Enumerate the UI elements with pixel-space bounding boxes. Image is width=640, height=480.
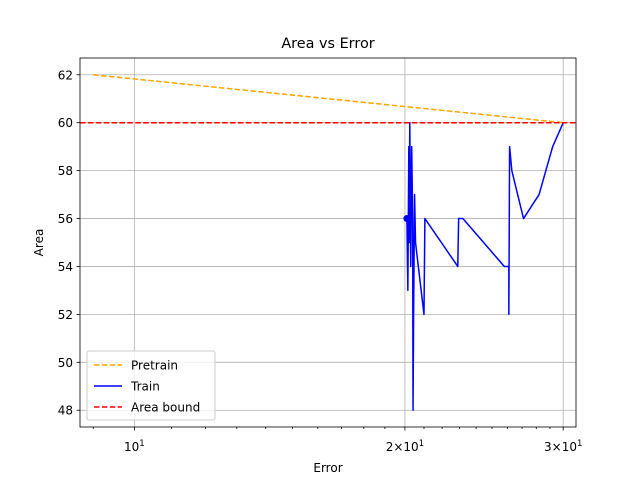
y-tick-label: 60	[58, 116, 73, 130]
x-tick-label: 3×101	[544, 439, 582, 454]
chart-title: Area vs Error	[281, 36, 374, 52]
tick-layer: 48 50 52 54 56 58 60 62 101 2×101 3×101	[58, 68, 583, 454]
series-line-train	[406, 121, 564, 411]
y-tick-label: 54	[58, 260, 73, 274]
series-marker-train	[403, 215, 411, 223]
legend-frame	[86, 350, 216, 421]
series-line-pretrain	[93, 74, 564, 124]
x-tick-label: 101	[124, 439, 145, 454]
y-axis-label: Area	[32, 229, 46, 257]
x-axis-label: Error	[313, 461, 342, 475]
legend: Pretrain Train Area bound	[86, 350, 216, 421]
series-layer	[80, 74, 576, 411]
x-tick-label: 2×101	[386, 439, 424, 454]
y-tick-label: 58	[58, 164, 73, 178]
y-tick-label: 50	[58, 356, 73, 370]
legend-label-pretrain: Pretrain	[131, 359, 178, 373]
y-tick-label: 56	[58, 212, 73, 226]
y-tick-label: 62	[58, 68, 73, 82]
y-tick-label: 48	[58, 404, 73, 418]
legend-label-area-bound: Area bound	[131, 401, 200, 415]
y-tick-label: 52	[58, 308, 73, 322]
plot-area-frame	[79, 57, 577, 428]
legend-label-train: Train	[130, 380, 160, 394]
